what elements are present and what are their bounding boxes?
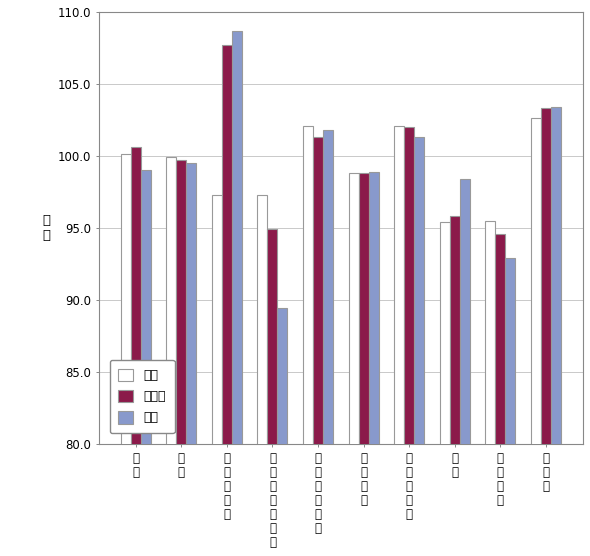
Bar — [222, 45, 232, 556]
Bar — [166, 157, 176, 556]
Bar — [303, 126, 313, 556]
Bar — [531, 118, 541, 556]
Bar — [186, 163, 196, 556]
Bar — [257, 195, 267, 556]
Bar — [414, 137, 424, 556]
Bar — [551, 107, 561, 556]
Bar — [232, 31, 242, 556]
Bar — [359, 173, 369, 556]
Bar — [450, 216, 460, 556]
Bar — [176, 160, 186, 556]
Bar — [460, 179, 470, 556]
Bar — [394, 126, 404, 556]
Bar — [313, 137, 323, 556]
Bar — [120, 155, 130, 556]
Bar — [323, 130, 333, 556]
Bar — [130, 147, 140, 556]
Bar — [349, 173, 359, 556]
Bar — [212, 195, 222, 556]
Bar — [440, 222, 450, 556]
Bar — [277, 309, 287, 556]
Bar — [506, 258, 516, 556]
Bar — [404, 127, 414, 556]
Bar — [267, 229, 277, 556]
Bar — [496, 234, 506, 556]
Bar — [486, 221, 496, 556]
Bar — [140, 170, 150, 556]
Legend: 津市, 三重県, 全国: 津市, 三重県, 全国 — [110, 360, 175, 433]
Y-axis label: 指
数: 指 数 — [42, 214, 50, 242]
Bar — [541, 108, 551, 556]
Bar — [369, 172, 379, 556]
